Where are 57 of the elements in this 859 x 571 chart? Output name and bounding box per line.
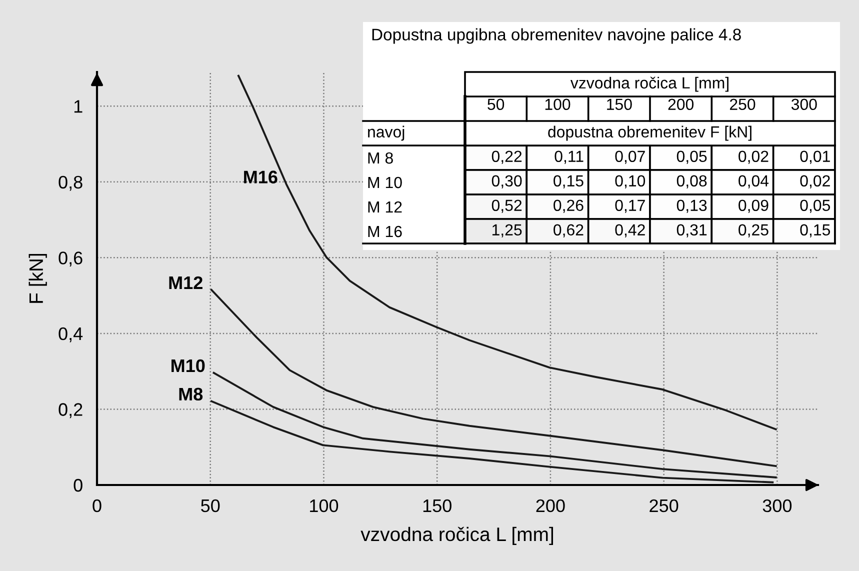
y-tick-label: 0,4 xyxy=(58,327,83,342)
data-label: 0,02 xyxy=(800,175,830,188)
y-axis-title: F [kN] xyxy=(28,254,47,303)
y-tick-label: 0,6 xyxy=(58,252,82,267)
data-label: 0,30 xyxy=(492,175,522,188)
data-label: 0,42 xyxy=(615,224,645,238)
y-tick-label: 0,8 xyxy=(58,176,82,191)
data-label: 0,07 xyxy=(615,150,645,164)
series-label: M8 xyxy=(179,388,203,401)
data-label: 0,02 xyxy=(738,150,768,164)
data-label: 0,05 xyxy=(800,200,830,213)
y-tick-label: 0 xyxy=(74,478,82,492)
data-label: 0,05 xyxy=(676,150,707,164)
data-label: 0,04 xyxy=(738,175,769,188)
x-tick-label: 0 xyxy=(92,499,102,512)
data-label: 0,62 xyxy=(554,224,584,238)
data-label: 0,11 xyxy=(554,150,584,164)
y-tick-label: M 16 xyxy=(368,226,402,238)
data-label: 0,17 xyxy=(615,200,645,213)
data-label: 0,15 xyxy=(800,224,830,238)
x-axis-title: vzvodna ročica L [mm] xyxy=(570,76,728,92)
data-label: 0,10 xyxy=(615,175,646,188)
x-tick-label: 300 xyxy=(762,499,792,512)
y-tick-label: M 12 xyxy=(368,201,402,213)
y-tick-label: 0,2 xyxy=(58,403,82,418)
data-label: 0,13 xyxy=(676,200,707,213)
data-label: 0,26 xyxy=(554,200,584,213)
x-tick-label: 150 xyxy=(607,98,632,110)
data-label: 0,15 xyxy=(554,175,584,188)
data-label: 0,01 xyxy=(800,150,830,164)
x-tick-label: 250 xyxy=(650,499,678,512)
x-tick-label: 300 xyxy=(791,98,817,110)
annotation: dopustna obremenitev F [kN] xyxy=(548,126,752,141)
data-label: 0,31 xyxy=(676,224,707,238)
data-label: 0,08 xyxy=(676,175,707,188)
chart-title: Dopustna upgibna obremenitev navojne palice 4.8 xyxy=(372,28,741,44)
y-axis-title: navoj xyxy=(368,126,404,141)
x-tick-label: 250 xyxy=(730,98,756,110)
data-label: 1,25 xyxy=(492,224,522,238)
x-tick-label: 100 xyxy=(545,98,570,110)
x-tick-label: 200 xyxy=(668,98,694,110)
x-axis-title: vzvodna ročica L [mm] xyxy=(360,526,554,546)
x-tick-label: 150 xyxy=(423,499,452,512)
data-label: 0,25 xyxy=(738,224,768,238)
y-tick-label: M 10 xyxy=(368,176,402,188)
data-label: 0,52 xyxy=(492,200,522,213)
x-tick-label: 100 xyxy=(310,499,338,512)
x-tick-label: 50 xyxy=(201,499,220,512)
y-tick-label: 1 xyxy=(74,100,82,113)
x-tick-label: 200 xyxy=(536,499,565,512)
x-tick-label: 50 xyxy=(488,98,504,110)
series-label: M10 xyxy=(172,359,205,372)
series-label: M12 xyxy=(169,276,202,289)
y-tick-label: M 8 xyxy=(368,152,393,164)
series-label: M16 xyxy=(244,170,278,184)
data-label: 0,09 xyxy=(738,200,768,213)
data-label: 0,22 xyxy=(492,150,522,164)
